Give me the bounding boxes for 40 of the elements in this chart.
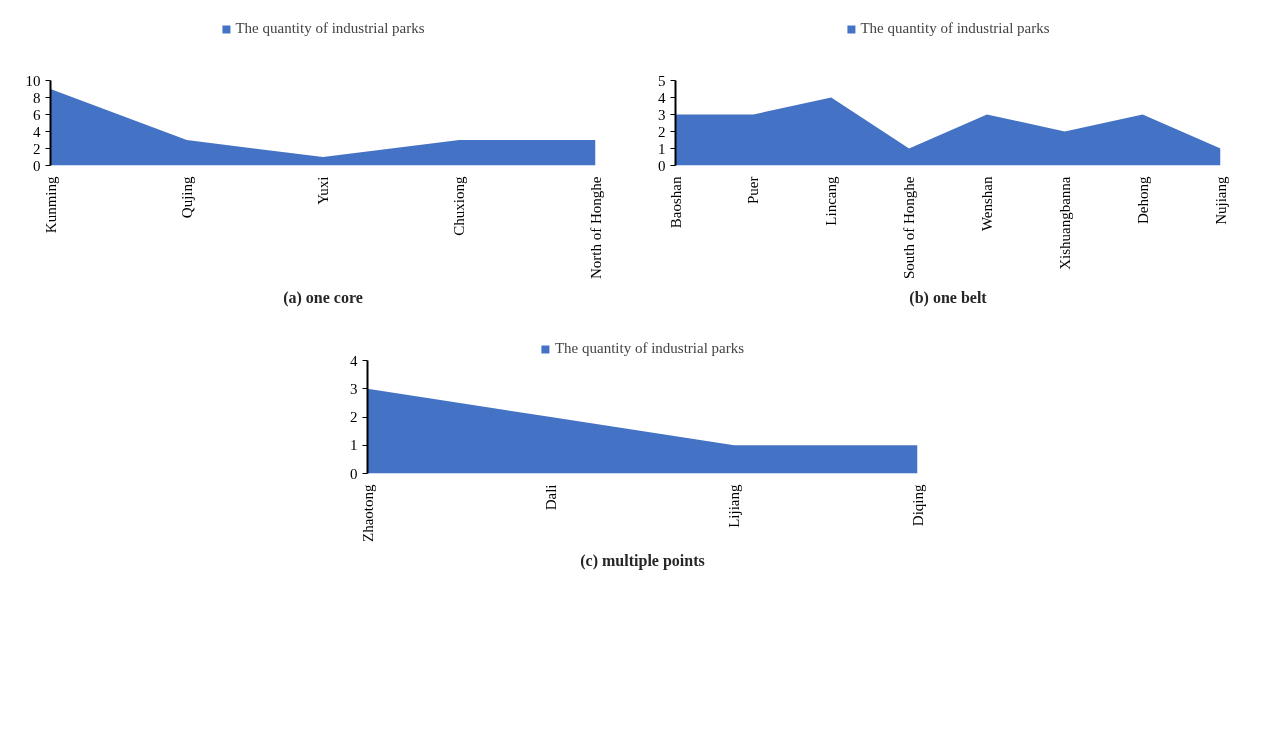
x-tick-label: Chuxiong [451,176,468,236]
x-tick-label: Dali [542,484,559,511]
x-tick-label: Diqing [909,484,926,527]
y-tick-label: 10 [25,72,41,89]
x-tick-label: Qujing [178,176,195,219]
y-tick-label: 3 [350,380,358,397]
x-tick-label: Dehong [1134,176,1151,224]
y-tick-label: 6 [33,106,41,123]
y-tick-label: 1 [350,437,358,454]
y-tick-label: 4 [350,352,358,369]
y-tick-label: 5 [658,72,666,89]
y-tick-label: 0 [33,157,41,174]
x-tick-label: Lijiang [726,484,743,528]
x-tick-label: Xishuangbanna [1056,176,1073,270]
text: (a) one core [283,288,363,307]
x-tick-label: Zhaotong [359,484,376,542]
y-tick-label: 2 [33,140,41,157]
x-tick-label: South of Honghe [901,176,918,279]
y-tick-label: 0 [658,157,666,174]
x-tick-label: Puer [745,176,762,204]
y-tick-label: 2 [658,123,666,140]
legend-label: The quantity of industrial parks [554,340,745,357]
legend-label: The quantity of industrial parks [235,20,425,37]
x-tick-label: Wenshan [978,176,995,232]
x-tick-label: Baoshan [667,176,684,229]
x-tick-label: Yuxi [315,176,331,205]
y-tick-label: 0 [350,465,358,482]
x-tick-label: Nujiang [1212,176,1229,225]
y-tick-label: 1 [658,140,666,157]
y-tick-label: 4 [658,89,666,106]
x-tick-label: Lincang [823,176,840,226]
text: (c) multiple points [580,551,705,570]
y-tick-label: 3 [658,106,666,123]
x-tick-label: Kunming [42,176,59,234]
y-tick-label: 4 [33,123,41,140]
legend-label: The quantity of industrial parks [860,20,1050,37]
y-tick-label: 8 [33,89,41,106]
x-tick-label: North of Honghe [587,176,604,279]
text: (b) one belt [909,288,988,307]
y-tick-label: 2 [350,409,358,425]
